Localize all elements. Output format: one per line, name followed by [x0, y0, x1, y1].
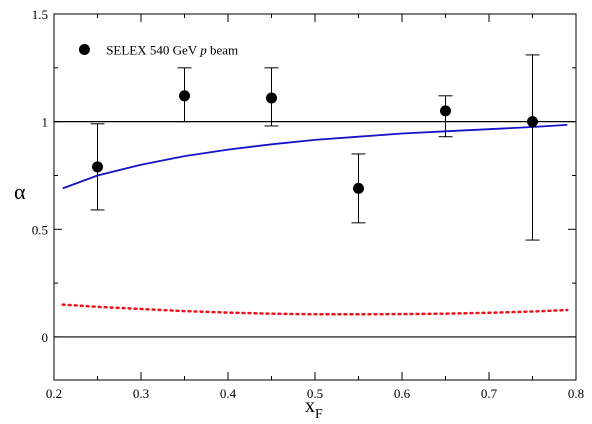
data-point: [440, 105, 451, 117]
legend-label-prefix: SELEX 540 GeV: [106, 43, 200, 58]
curves-layer: [61, 124, 569, 316]
data-point: [266, 92, 277, 104]
x-tick-label: 0.3: [133, 386, 149, 401]
dotted-curve: [61, 303, 569, 316]
data-point: [92, 161, 103, 173]
ticks-layer: 0.2 0.3 0.4 0.5 0.6 0.7 0.8 0 0.5 1 1.5: [32, 7, 584, 401]
solid-curve: [62, 124, 568, 190]
plot-frame: [53, 13, 577, 381]
x-tick-label: 0.2: [46, 386, 62, 401]
x-axis-title-main: x: [305, 395, 315, 417]
legend-label: SELEX 540 GeV p beam: [106, 43, 238, 58]
data-point: [353, 182, 364, 194]
x-tick-label: 0.8: [568, 386, 584, 401]
x-axis-title: xF: [305, 395, 323, 422]
y-axis-title: α: [14, 179, 26, 204]
legend-label-suffix: beam: [207, 43, 238, 58]
y-tick-label: 0.5: [32, 222, 48, 237]
legend: SELEX 540 GeV p beam: [78, 43, 238, 58]
x-tick-label: 0.5: [307, 386, 323, 401]
legend-marker: [78, 44, 90, 56]
x-tick-label: 0.6: [394, 386, 411, 401]
x-axis-title-subscript: F: [315, 407, 323, 422]
data-point: [527, 116, 538, 128]
x-tick-label: 0.4: [220, 386, 237, 401]
data-point: [179, 90, 190, 102]
y-tick-label: 0: [42, 330, 49, 345]
y-tick-label: 1.5: [32, 7, 48, 22]
x-tick-label: 0.7: [481, 386, 498, 401]
y-tick-label: 1: [42, 115, 49, 130]
legend-label-italic: p: [199, 43, 207, 58]
reference-lines: [54, 121, 576, 338]
data-points-layer: [90, 54, 540, 241]
